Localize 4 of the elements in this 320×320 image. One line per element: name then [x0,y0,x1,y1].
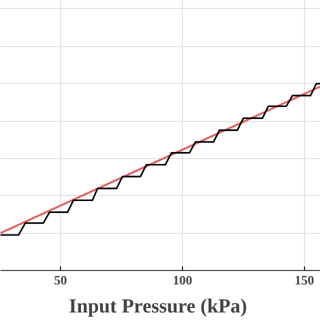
x-tick-label: 150 [294,272,314,288]
x-axis-title: Input Pressure (kPa) [68,296,248,318]
x-tick-label: 100 [172,272,192,288]
x-tick-label: 50 [54,272,67,288]
